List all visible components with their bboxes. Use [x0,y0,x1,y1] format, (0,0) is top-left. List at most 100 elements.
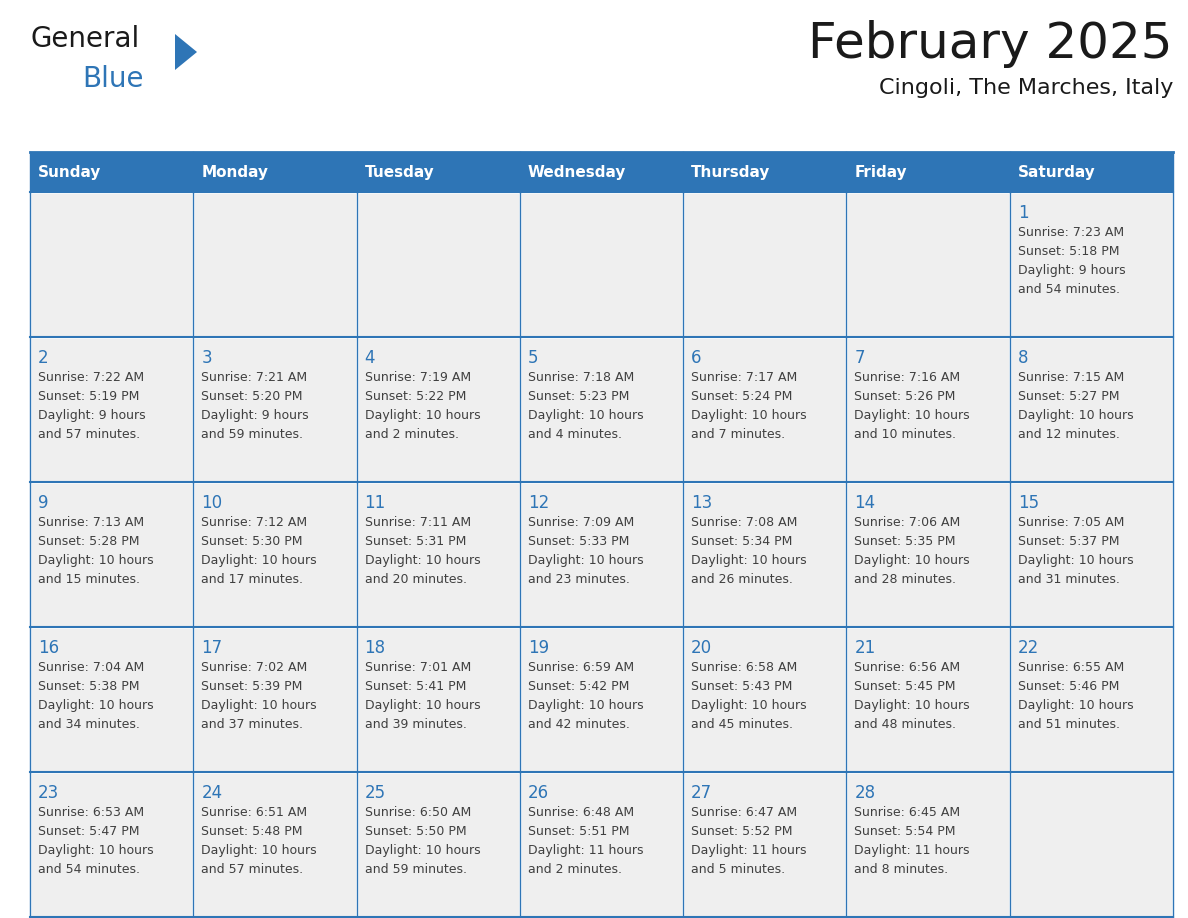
Text: Thursday: Thursday [691,164,771,180]
Text: 17: 17 [201,639,222,657]
Bar [30,192,194,337]
Text: Daylight: 11 hours: Daylight: 11 hours [854,844,969,857]
Bar [194,337,356,482]
Text: 15: 15 [1018,494,1038,512]
Text: Daylight: 10 hours: Daylight: 10 hours [527,409,644,422]
Text: Sunrise: 7:09 AM: Sunrise: 7:09 AM [527,516,634,529]
Text: Sunset: 5:54 PM: Sunset: 5:54 PM [854,825,956,838]
Text: Sunrise: 6:53 AM: Sunrise: 6:53 AM [38,806,144,819]
Bar [846,482,1010,627]
Text: Daylight: 10 hours: Daylight: 10 hours [854,554,971,567]
Bar [846,627,1010,772]
Text: Monday: Monday [201,164,268,180]
Text: Sunset: 5:33 PM: Sunset: 5:33 PM [527,535,630,548]
Text: Sunset: 5:47 PM: Sunset: 5:47 PM [38,825,139,838]
Text: Daylight: 10 hours: Daylight: 10 hours [365,699,480,712]
Text: 4: 4 [365,349,375,367]
Bar [683,192,846,337]
Text: 11: 11 [365,494,386,512]
Text: Sunrise: 7:19 AM: Sunrise: 7:19 AM [365,371,470,384]
Bar [1010,772,1173,917]
Text: and 39 minutes.: and 39 minutes. [365,718,467,731]
Text: and 57 minutes.: and 57 minutes. [38,428,140,441]
Text: Daylight: 10 hours: Daylight: 10 hours [1018,554,1133,567]
Text: and 51 minutes.: and 51 minutes. [1018,718,1120,731]
Text: Daylight: 10 hours: Daylight: 10 hours [527,554,644,567]
Bar [356,192,520,337]
Text: Blue: Blue [82,65,144,93]
Text: Daylight: 9 hours: Daylight: 9 hours [38,409,146,422]
Text: 28: 28 [854,784,876,802]
Bar [846,772,1010,917]
Text: Sunset: 5:23 PM: Sunset: 5:23 PM [527,390,630,403]
Text: Sunrise: 7:22 AM: Sunrise: 7:22 AM [38,371,144,384]
Text: and 54 minutes.: and 54 minutes. [1018,283,1120,296]
Text: Sunset: 5:52 PM: Sunset: 5:52 PM [691,825,792,838]
Text: Sunrise: 7:18 AM: Sunrise: 7:18 AM [527,371,634,384]
Text: Daylight: 10 hours: Daylight: 10 hours [527,699,644,712]
Text: Sunset: 5:18 PM: Sunset: 5:18 PM [1018,245,1119,258]
Text: 9: 9 [38,494,49,512]
Bar [520,482,683,627]
Text: and 10 minutes.: and 10 minutes. [854,428,956,441]
Text: February 2025: February 2025 [809,20,1173,68]
Text: Sunrise: 7:11 AM: Sunrise: 7:11 AM [365,516,470,529]
Bar [520,192,683,337]
Text: Sunset: 5:45 PM: Sunset: 5:45 PM [854,680,956,693]
Text: 5: 5 [527,349,538,367]
Text: 26: 26 [527,784,549,802]
Text: Sunrise: 6:50 AM: Sunrise: 6:50 AM [365,806,470,819]
Text: Sunrise: 7:13 AM: Sunrise: 7:13 AM [38,516,144,529]
Text: and 26 minutes.: and 26 minutes. [691,573,794,586]
Text: 21: 21 [854,639,876,657]
Text: 25: 25 [365,784,386,802]
Text: 19: 19 [527,639,549,657]
Bar [30,772,194,917]
Text: Tuesday: Tuesday [365,164,435,180]
Bar [356,627,520,772]
Text: Daylight: 10 hours: Daylight: 10 hours [365,409,480,422]
Bar [683,482,846,627]
Text: Daylight: 10 hours: Daylight: 10 hours [854,409,971,422]
Text: Wednesday: Wednesday [527,164,626,180]
Text: 10: 10 [201,494,222,512]
Text: General: General [30,25,139,53]
Text: and 23 minutes.: and 23 minutes. [527,573,630,586]
Bar [520,772,683,917]
Bar [1010,192,1173,337]
Text: and 20 minutes.: and 20 minutes. [365,573,467,586]
Text: Sunset: 5:34 PM: Sunset: 5:34 PM [691,535,792,548]
Text: Sunset: 5:31 PM: Sunset: 5:31 PM [365,535,466,548]
Text: Daylight: 10 hours: Daylight: 10 hours [854,699,971,712]
Text: Sunrise: 7:17 AM: Sunrise: 7:17 AM [691,371,797,384]
Text: Sunset: 5:46 PM: Sunset: 5:46 PM [1018,680,1119,693]
Text: and 57 minutes.: and 57 minutes. [201,863,303,876]
Text: Daylight: 10 hours: Daylight: 10 hours [1018,699,1133,712]
Polygon shape [175,34,197,70]
Text: and 2 minutes.: and 2 minutes. [365,428,459,441]
Text: Daylight: 10 hours: Daylight: 10 hours [691,409,807,422]
Text: Sunset: 5:43 PM: Sunset: 5:43 PM [691,680,792,693]
Bar [846,192,1010,337]
Text: and 28 minutes.: and 28 minutes. [854,573,956,586]
Text: Sunset: 5:39 PM: Sunset: 5:39 PM [201,680,303,693]
Bar [30,152,1173,192]
Text: 12: 12 [527,494,549,512]
Text: Sunset: 5:30 PM: Sunset: 5:30 PM [201,535,303,548]
Text: 3: 3 [201,349,211,367]
Text: 27: 27 [691,784,713,802]
Bar [30,337,194,482]
Text: Sunrise: 6:47 AM: Sunrise: 6:47 AM [691,806,797,819]
Text: and 7 minutes.: and 7 minutes. [691,428,785,441]
Bar [683,337,846,482]
Text: Sunrise: 7:15 AM: Sunrise: 7:15 AM [1018,371,1124,384]
Bar [683,772,846,917]
Bar [1010,627,1173,772]
Text: and 45 minutes.: and 45 minutes. [691,718,794,731]
Text: Sunset: 5:24 PM: Sunset: 5:24 PM [691,390,792,403]
Text: Sunrise: 6:45 AM: Sunrise: 6:45 AM [854,806,961,819]
Text: 23: 23 [38,784,59,802]
Text: and 5 minutes.: and 5 minutes. [691,863,785,876]
Text: Daylight: 10 hours: Daylight: 10 hours [38,554,153,567]
Text: Sunrise: 6:51 AM: Sunrise: 6:51 AM [201,806,308,819]
